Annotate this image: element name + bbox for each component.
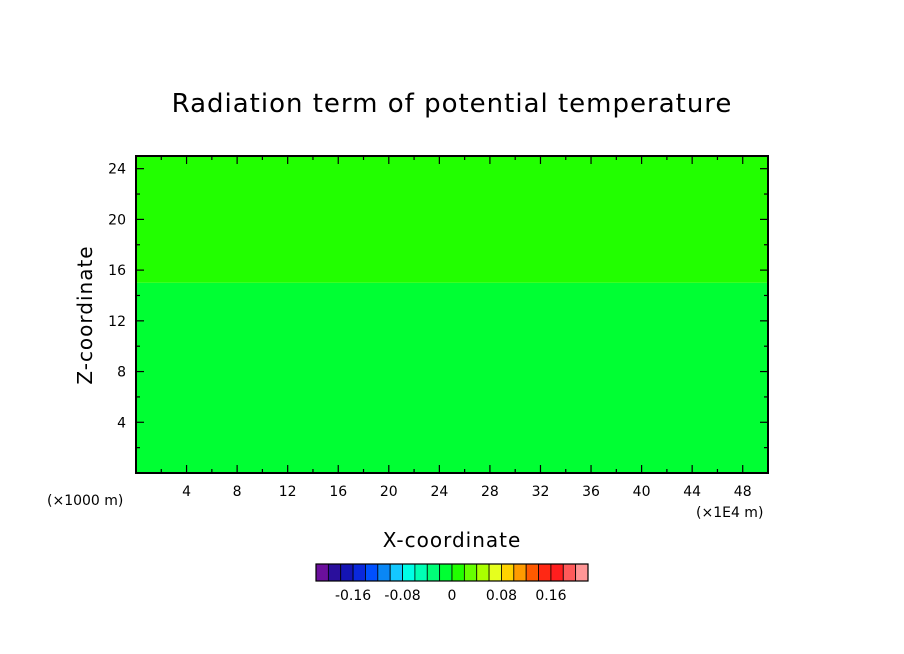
colorbar-swatch	[525, 563, 539, 582]
colorbar-tick-label: 0	[448, 588, 457, 604]
x-tick-label: 24	[430, 484, 448, 500]
y-axis-ticks: 4 8 12 16 20 24	[108, 162, 768, 449]
colorbar-swatch	[426, 563, 441, 582]
colorbar: -0.16 -0.08 0 0.08 0.16	[315, 563, 589, 604]
colorbar-swatch	[562, 563, 577, 582]
x-axis-unit: (×1E4 m)	[696, 505, 763, 521]
x-tick-label: 8	[233, 484, 242, 500]
x-tick-label: 48	[734, 484, 752, 500]
x-tick-label: 28	[481, 484, 499, 500]
colorbar-swatch	[365, 563, 379, 582]
y-tick-label: 20	[108, 212, 126, 228]
colorbar-tick-label: -0.16	[335, 588, 371, 604]
x-tick-label: 32	[532, 484, 550, 500]
heatmap-regions	[136, 156, 768, 473]
x-axis-ticks: 4 8 12 16 20 24 28 32 36 40 44 48	[160, 156, 752, 500]
colorbar-frame	[315, 563, 589, 582]
colorbar-swatch	[538, 563, 552, 582]
colorbar-swatch	[377, 563, 391, 582]
x-axis-label: X-coordinate	[383, 528, 522, 552]
colorbar-tick-label: -0.08	[384, 588, 420, 604]
colorbar-swatch	[513, 563, 527, 582]
colorbar-swatch	[414, 563, 428, 582]
colorbar-tick-label: 0.16	[535, 588, 566, 604]
plot-frame	[135, 155, 769, 474]
colorbar-swatch	[451, 563, 465, 582]
y-axis-label: Z-coordinate	[73, 245, 97, 384]
colorbar-swatch	[463, 563, 478, 582]
x-tick-label: 44	[683, 484, 701, 500]
y-tick-label: 24	[108, 162, 126, 178]
colorbar-swatch	[389, 563, 403, 582]
colorbar-swatch	[476, 563, 490, 582]
chart-title: Radiation term of potential temperature	[172, 89, 733, 119]
colorbar-swatch	[488, 563, 502, 582]
y-axis-unit: (×1000 m)	[47, 493, 123, 509]
colorbar-tick-label: 0.08	[486, 588, 517, 604]
y-tick-label: 16	[108, 263, 126, 279]
colorbar-swatch	[327, 563, 342, 582]
colorbar-swatch	[575, 563, 589, 582]
x-tick-label: 36	[582, 484, 600, 500]
colorbar-swatch	[550, 563, 564, 582]
y-tick-label: 8	[117, 365, 126, 381]
y-tick-label: 4	[117, 415, 126, 431]
x-tick-label: 40	[633, 484, 651, 500]
heatmap-region-0	[136, 282, 768, 473]
heatmap-region-1	[136, 156, 768, 283]
colorbar-swatch	[340, 563, 354, 582]
x-tick-label: 16	[329, 484, 347, 500]
x-tick-label: 4	[182, 484, 191, 500]
colorbar-swatch	[352, 563, 366, 582]
colorbar-swatch	[439, 563, 453, 582]
x-tick-label: 12	[279, 484, 297, 500]
colorbar-swatch	[501, 563, 515, 582]
y-tick-label: 12	[108, 314, 126, 330]
colorbar-swatch	[402, 563, 416, 582]
colorbar-swatch	[315, 563, 329, 582]
x-tick-label: 20	[380, 484, 398, 500]
